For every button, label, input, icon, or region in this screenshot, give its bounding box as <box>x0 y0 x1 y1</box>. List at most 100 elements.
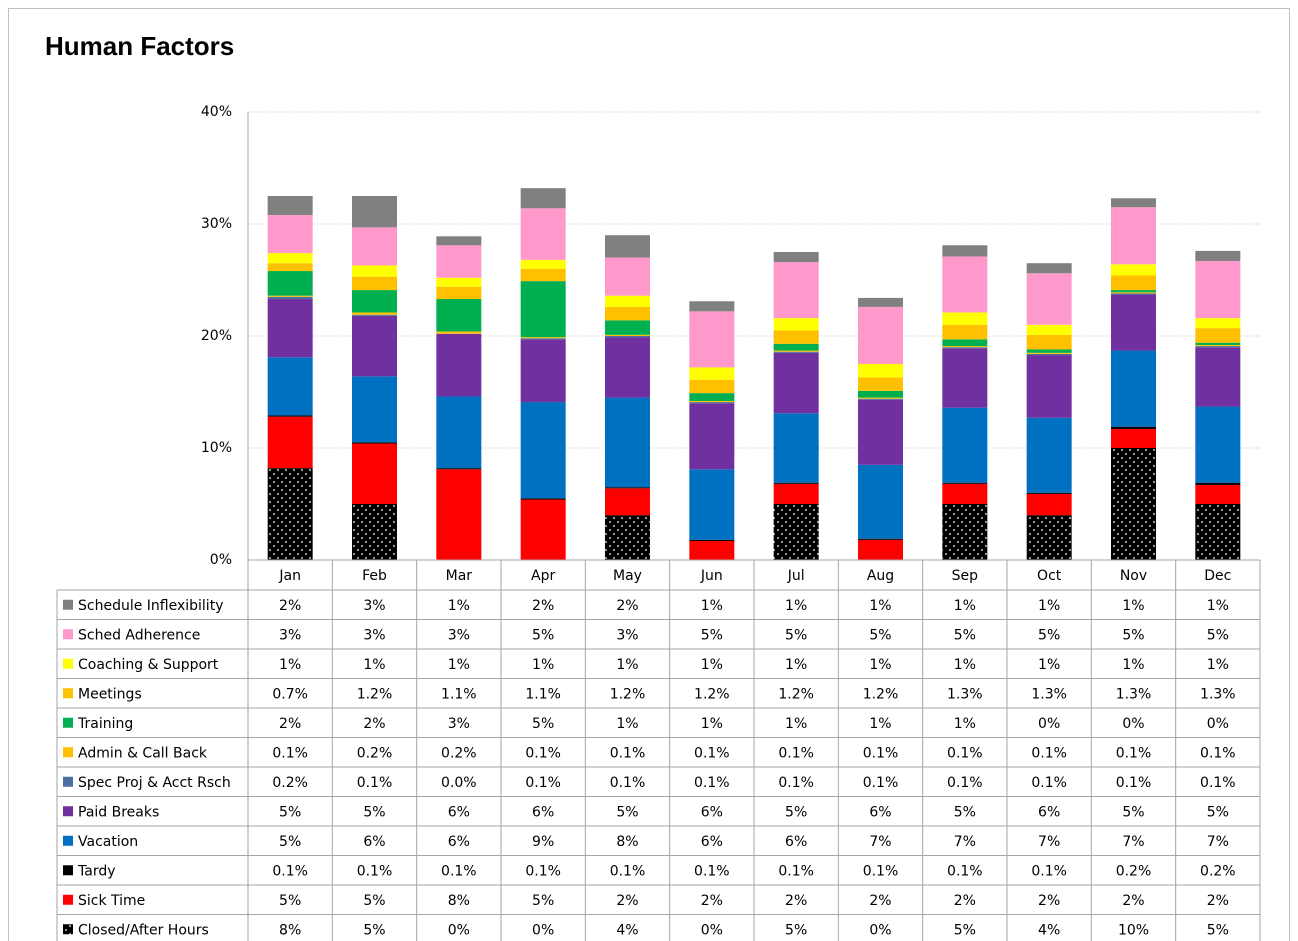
table-value: 1.2% <box>357 686 393 702</box>
x-tick-label: Aug <box>867 568 894 584</box>
bar-segment <box>1026 324 1072 335</box>
bar-segment <box>1026 334 1072 350</box>
bar-segment <box>1111 264 1156 276</box>
bar-segment <box>605 334 650 336</box>
table-value: 0% <box>869 922 891 938</box>
table-value: 1% <box>1207 598 1229 614</box>
table-value: 8% <box>616 834 638 850</box>
bar-segment <box>773 252 819 263</box>
bar-segment <box>267 215 313 254</box>
table-value: 0.1% <box>863 775 899 791</box>
bar-segment <box>605 515 650 560</box>
legend-marker <box>63 865 73 876</box>
legend-label: Admin & Call Back <box>78 745 208 761</box>
bar-segment <box>605 336 650 338</box>
bar-segment <box>436 469 482 560</box>
table-value: 1% <box>1038 657 1060 673</box>
bar-segment <box>436 333 482 397</box>
bar-segment <box>1111 294 1156 351</box>
bar-segment <box>352 312 397 315</box>
bar-segment <box>773 318 819 331</box>
table-value: 0.1% <box>778 745 814 761</box>
bar-segment <box>352 196 397 228</box>
bar-segment <box>1111 293 1156 295</box>
bar-segment <box>520 281 566 338</box>
table-value: 1% <box>869 598 891 614</box>
table-value: 5% <box>954 804 976 820</box>
bar-segment <box>605 397 650 488</box>
table-value: 2% <box>869 893 891 909</box>
bar-segment <box>1195 484 1241 504</box>
bar-segment <box>352 442 397 444</box>
table-value: 5% <box>279 893 301 909</box>
bar-segment <box>520 402 566 499</box>
bar-segment <box>520 268 566 282</box>
table-value: 0.1% <box>525 745 561 761</box>
legend-label: Sched Adherence <box>78 627 200 643</box>
table-value: 1.2% <box>863 686 899 702</box>
bar-segment <box>436 468 482 470</box>
table-value: 8% <box>448 893 470 909</box>
bar-segment <box>436 331 482 334</box>
table-value: 3% <box>448 716 470 732</box>
bar-segment <box>1111 198 1156 208</box>
bar-segment <box>605 487 650 489</box>
table-value: 1% <box>1038 598 1060 614</box>
bar-segment <box>689 367 735 380</box>
table-value: 7% <box>869 834 891 850</box>
x-tick-label: Sep <box>952 568 979 584</box>
bar-segment <box>1111 292 1156 294</box>
table-value: 1% <box>701 716 723 732</box>
table-value: 0.1% <box>357 775 393 791</box>
table-value: 3% <box>616 627 638 643</box>
table-value: 1% <box>279 657 301 673</box>
x-tick-label: Oct <box>1037 568 1062 584</box>
bar-segment <box>436 396 482 469</box>
bar-segment <box>605 320 650 335</box>
table-value: 7% <box>954 834 976 850</box>
table-value: 6% <box>785 834 807 850</box>
table-value: 5% <box>954 627 976 643</box>
table-value: 5% <box>532 893 554 909</box>
x-tick-label: Apr <box>531 568 555 584</box>
table-value: 1% <box>448 657 470 673</box>
table-value: 0.1% <box>610 745 646 761</box>
table-value: 2% <box>616 893 638 909</box>
bar-segment <box>1026 355 1072 418</box>
legend-label: Training <box>77 716 133 732</box>
legend-label: Meetings <box>78 686 142 702</box>
bar-segment <box>1111 290 1156 293</box>
table-value: 1.3% <box>947 686 983 702</box>
table-value: 5% <box>954 922 976 938</box>
table-value: 0.1% <box>863 863 899 879</box>
legend-label: Coaching & Support <box>78 657 219 673</box>
bar-segment <box>1195 347 1241 407</box>
legend-label: Spec Proj & Acct Rsch <box>78 775 231 791</box>
table-value: 1% <box>1207 657 1229 673</box>
bar-segment <box>773 343 819 351</box>
bar-segment <box>605 337 650 398</box>
table-value: 2% <box>701 893 723 909</box>
table-value: 2% <box>954 893 976 909</box>
table-value: 5% <box>1038 627 1060 643</box>
bar-segment <box>858 297 903 307</box>
bar-segment <box>352 227 397 266</box>
bar-segment <box>267 296 313 300</box>
x-tick-label: Mar <box>446 568 473 584</box>
table-value: 0.1% <box>1200 745 1236 761</box>
table-value: 0.1% <box>1200 775 1236 791</box>
bar-segment <box>689 539 735 541</box>
table-value: 0.1% <box>1031 863 1067 879</box>
bar-segment <box>520 339 566 403</box>
bar-segment <box>689 311 735 368</box>
table-value: 0.1% <box>441 863 477 879</box>
y-tick-label: 10% <box>201 440 232 456</box>
table-value: 5% <box>1122 804 1144 820</box>
table-value: 0.1% <box>863 745 899 761</box>
bar-segment <box>1195 482 1241 485</box>
bar-segment <box>858 538 903 540</box>
bar-segment <box>1026 515 1072 560</box>
table-value: 10% <box>1118 922 1149 938</box>
bar-segment <box>1195 342 1241 345</box>
x-tick-label: May <box>613 568 642 584</box>
